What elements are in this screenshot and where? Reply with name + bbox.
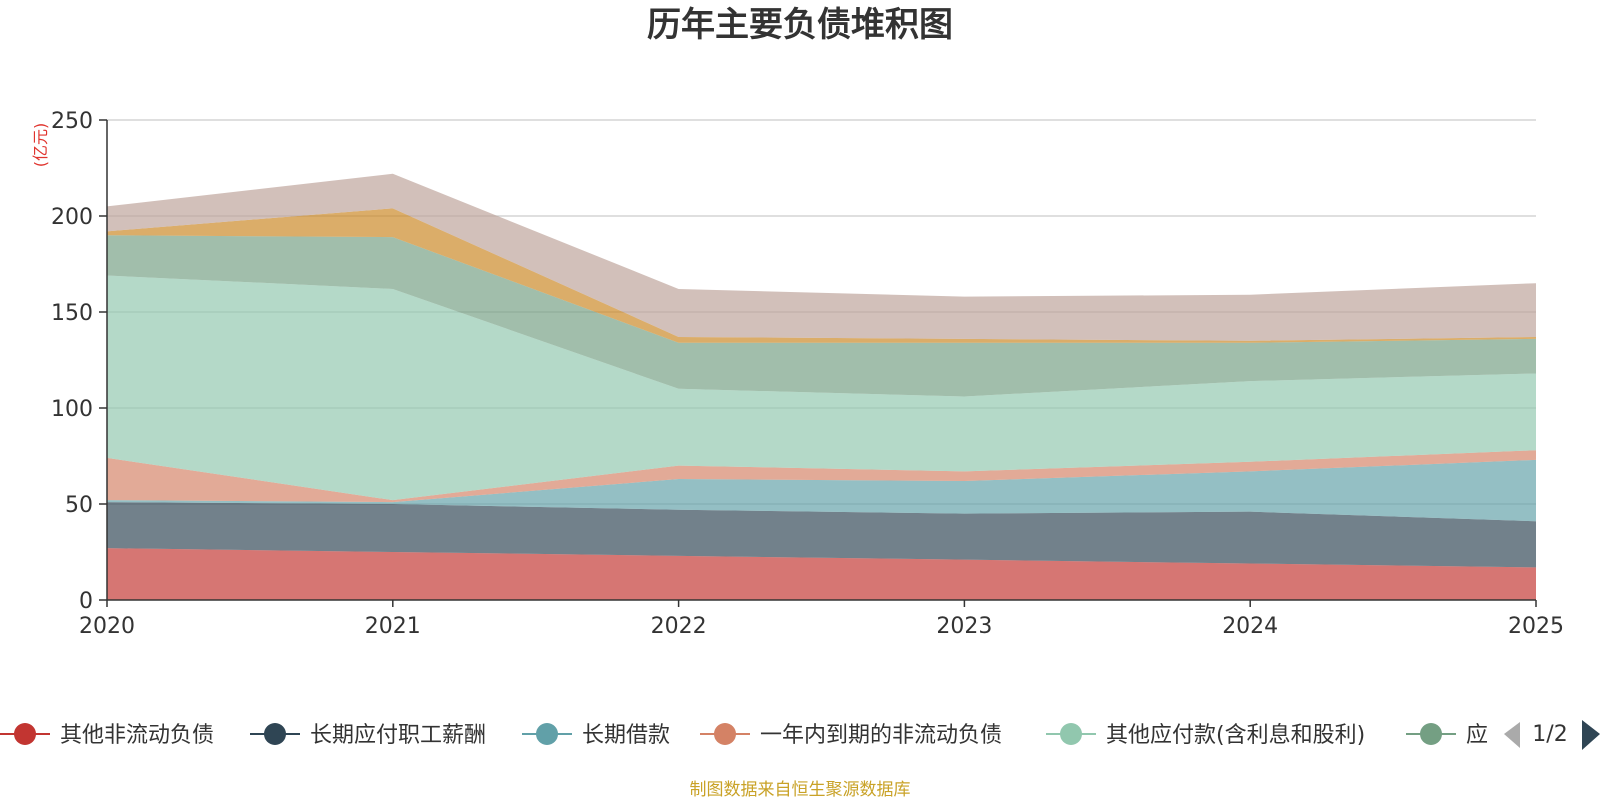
area-series-4[interactable] [107, 275, 1536, 501]
y-tick-label: 50 [65, 493, 93, 518]
chart-title: 历年主要负债堆积图 [647, 5, 953, 45]
legend-item[interactable]: 其他非流动负债 [0, 723, 214, 748]
y-tick-labels: 0 50 100 150 200 250 [51, 109, 107, 614]
legend: 其他非流动负债 长期应付职工薪酬 长期借款 一年内到期的非流动负债 其他应付款(含利息和… [0, 723, 1488, 748]
x-tick-label: 2025 [1508, 614, 1564, 639]
x-tick-label: 2023 [936, 614, 992, 639]
legend-item[interactable]: 应 [1406, 723, 1488, 748]
legend-label: 一年内到期的非流动负债 [760, 723, 1002, 748]
legend-label: 长期借款 [582, 723, 670, 748]
y-tick-label: 150 [51, 301, 93, 326]
y-tick-label: 250 [51, 109, 93, 134]
y-tick-label: 0 [79, 589, 93, 614]
legend-label: 其他非流动负债 [60, 723, 214, 748]
legend-next-icon[interactable] [1582, 720, 1600, 750]
y-tick-label: 200 [51, 205, 93, 230]
y-tick-label: 100 [51, 397, 93, 422]
x-tick-label: 2021 [365, 614, 421, 639]
legend-item[interactable]: 长期应付职工薪酬 [250, 723, 486, 748]
legend-label: 应 [1466, 723, 1488, 748]
legend-item[interactable]: 其他应付款(含利息和股利) [1046, 723, 1365, 748]
legend-dot-icon [714, 723, 736, 745]
axes [106, 120, 1536, 601]
x-tick-label: 2024 [1222, 614, 1278, 639]
x-tick-label: 2022 [651, 614, 707, 639]
area-series-5[interactable] [107, 235, 1536, 397]
legend-label: 其他应付款(含利息和股利) [1106, 723, 1365, 748]
area-series-7[interactable] [107, 173, 1536, 341]
area-series-3[interactable] [107, 450, 1536, 503]
legend-dot-icon [14, 723, 36, 745]
legend-item[interactable]: 一年内到期的非流动负债 [700, 723, 1002, 748]
data-source-note: 制图数据来自恒生聚源数据库 [690, 780, 911, 800]
legend-item[interactable]: 长期借款 [522, 723, 670, 748]
legend-label: 长期应付职工薪酬 [310, 723, 486, 748]
area-series-6[interactable] [107, 208, 1536, 343]
x-tick-labels: 2020 2021 2022 2023 2024 2025 [79, 600, 1564, 639]
legend-page-indicator: 1/2 [1532, 722, 1567, 747]
area-series [107, 173, 1536, 600]
legend-prev-icon[interactable] [1504, 722, 1520, 748]
area-series-0[interactable] [107, 548, 1536, 600]
legend-dot-icon [1060, 723, 1082, 745]
x-tick-label: 2020 [79, 614, 135, 639]
area-series-2[interactable] [107, 459, 1536, 522]
legend-dot-icon [264, 723, 286, 745]
area-series-1[interactable] [107, 502, 1536, 568]
y-axis-unit: (亿元) [31, 123, 50, 168]
legend-dot-icon [1420, 723, 1442, 745]
legend-pager: 1/2 [1504, 720, 1600, 750]
legend-dot-icon [536, 723, 558, 745]
